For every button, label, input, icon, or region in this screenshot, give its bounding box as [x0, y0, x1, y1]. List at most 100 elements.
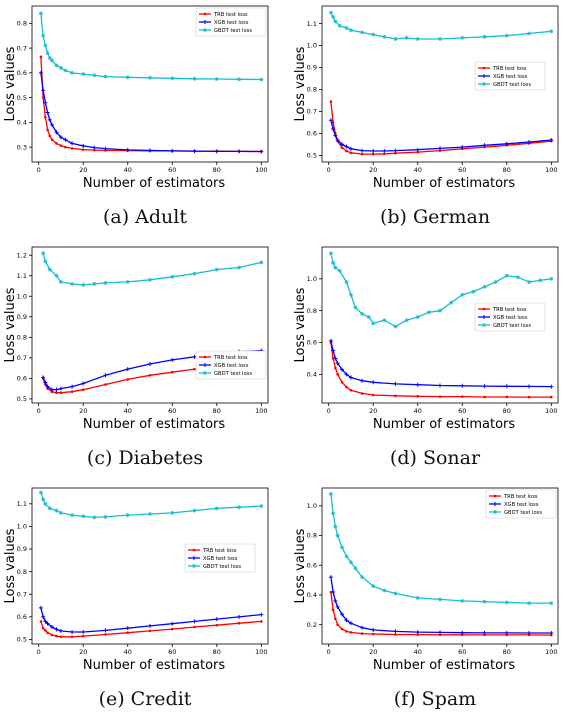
legend-box: [195, 350, 267, 380]
data-point: [340, 367, 345, 372]
data-point: [126, 378, 130, 381]
x-tick-label: 20: [79, 648, 87, 656]
legend: TRB test loss XGB test loss GBDT test loss: [485, 489, 557, 519]
x-axis-label: Number of estimators: [83, 658, 226, 673]
x-tick-label: 40: [124, 166, 132, 174]
data-point: [383, 152, 386, 156]
data-point: [237, 505, 242, 510]
legend: TRB test loss XGB test loss GBDT test loss: [195, 7, 267, 37]
data-point: [50, 58, 55, 63]
legend-label: GBDT test loss: [214, 28, 252, 34]
data-point: [81, 514, 86, 519]
data-point: [333, 356, 338, 361]
y-tick-label: 0.4: [307, 591, 317, 599]
data-point: [482, 323, 486, 327]
data-point: [460, 633, 464, 637]
data-point: [331, 260, 336, 265]
data-point: [41, 497, 46, 502]
data-point: [371, 321, 376, 326]
legend-label: GBDT test loss: [214, 371, 252, 377]
data-point: [41, 626, 45, 630]
y-tick-label: 0.6: [307, 561, 317, 569]
line-chart: 0 20 40 60 80 100 0.2 0.4 0.6 0.8 1.0 Number of est…: [293, 487, 559, 673]
data-point: [47, 56, 52, 60]
data-point: [43, 380, 48, 385]
data-point: [549, 276, 554, 281]
data-point: [50, 633, 54, 637]
legend-item: TRB test loss: [478, 66, 527, 72]
data-point: [192, 508, 197, 513]
legend-label: TRB test loss: [503, 494, 538, 500]
data-point: [493, 510, 497, 514]
data-point: [192, 149, 197, 154]
data-point: [44, 116, 47, 119]
data-point: [360, 392, 364, 395]
data-point: [103, 146, 108, 151]
data-point: [328, 575, 333, 580]
y-tick-label: 0.8: [17, 568, 27, 576]
y-tick-label: 0.7: [17, 354, 27, 362]
x-tick-label: 0: [327, 166, 331, 174]
data-point: [41, 375, 46, 380]
line-chart: 0 20 40 60 80 100 0.5 0.6 0.7 0.8 0.9 1.0 1.1 1.2 Numb…: [3, 246, 269, 432]
data-point: [237, 149, 242, 154]
data-point: [344, 372, 349, 377]
chart-panel: 0 20 40 60 80 100 0.4 0.6 0.8 1.0 Number of estima…: [290, 241, 580, 482]
data-point: [54, 130, 59, 135]
data-point: [328, 338, 333, 343]
data-point: [404, 35, 409, 40]
data-point: [81, 282, 86, 287]
data-point: [148, 277, 152, 282]
data-point: [237, 77, 242, 82]
data-point: [340, 545, 345, 550]
data-point: [382, 318, 387, 323]
data-point: [328, 118, 333, 123]
y-tick-label: 0.4: [307, 371, 317, 379]
x-tick-label: 60: [458, 166, 466, 174]
data-point: [549, 601, 554, 606]
y-tick-label: 0.6: [17, 613, 27, 621]
data-point: [371, 632, 375, 636]
data-point: [438, 395, 442, 398]
subfigure-caption: (d) Sonar: [389, 447, 481, 469]
data-point: [50, 387, 55, 392]
data-point: [550, 395, 553, 399]
y-tick-label: 0.9: [17, 545, 27, 553]
data-point: [415, 630, 420, 635]
data-point: [460, 292, 465, 297]
legend-item: GBDT test loss: [199, 371, 252, 377]
data-point: [366, 315, 371, 320]
legend: TRB test loss XGB test loss GBDT test loss: [184, 543, 256, 573]
data-point: [50, 625, 55, 630]
data-point: [344, 25, 349, 30]
chart-panel: 0 20 40 60 80 100 0.5 0.6 0.7 0.8 0.9 1.0 1.1 1.2 Numb…: [0, 241, 290, 482]
data-point: [55, 391, 58, 395]
data-point: [54, 63, 59, 68]
data-point: [527, 140, 532, 145]
data-point: [170, 274, 175, 279]
data-point: [438, 36, 442, 41]
data-point: [393, 324, 398, 329]
data-point: [345, 630, 348, 633]
data-point: [394, 633, 397, 636]
y-tick-label: 0.4: [17, 119, 27, 127]
data-point: [504, 273, 509, 278]
data-point: [416, 150, 420, 154]
data-point: [345, 385, 348, 389]
series-xgb-test-loss: [38, 70, 264, 154]
data-point: [45, 384, 50, 389]
data-point: [58, 279, 63, 284]
data-point: [92, 73, 97, 78]
data-point: [550, 633, 553, 637]
y-tick-label: 0.8: [307, 307, 317, 315]
y-tick-label: 0.7: [307, 108, 317, 116]
x-tick-label: 80: [213, 407, 221, 415]
data-point: [38, 605, 43, 610]
data-point: [382, 149, 387, 154]
data-point: [515, 275, 520, 280]
data-point: [38, 490, 43, 495]
data-point: [331, 14, 336, 19]
data-point: [59, 635, 63, 639]
data-point: [214, 506, 219, 511]
data-point: [438, 630, 442, 635]
